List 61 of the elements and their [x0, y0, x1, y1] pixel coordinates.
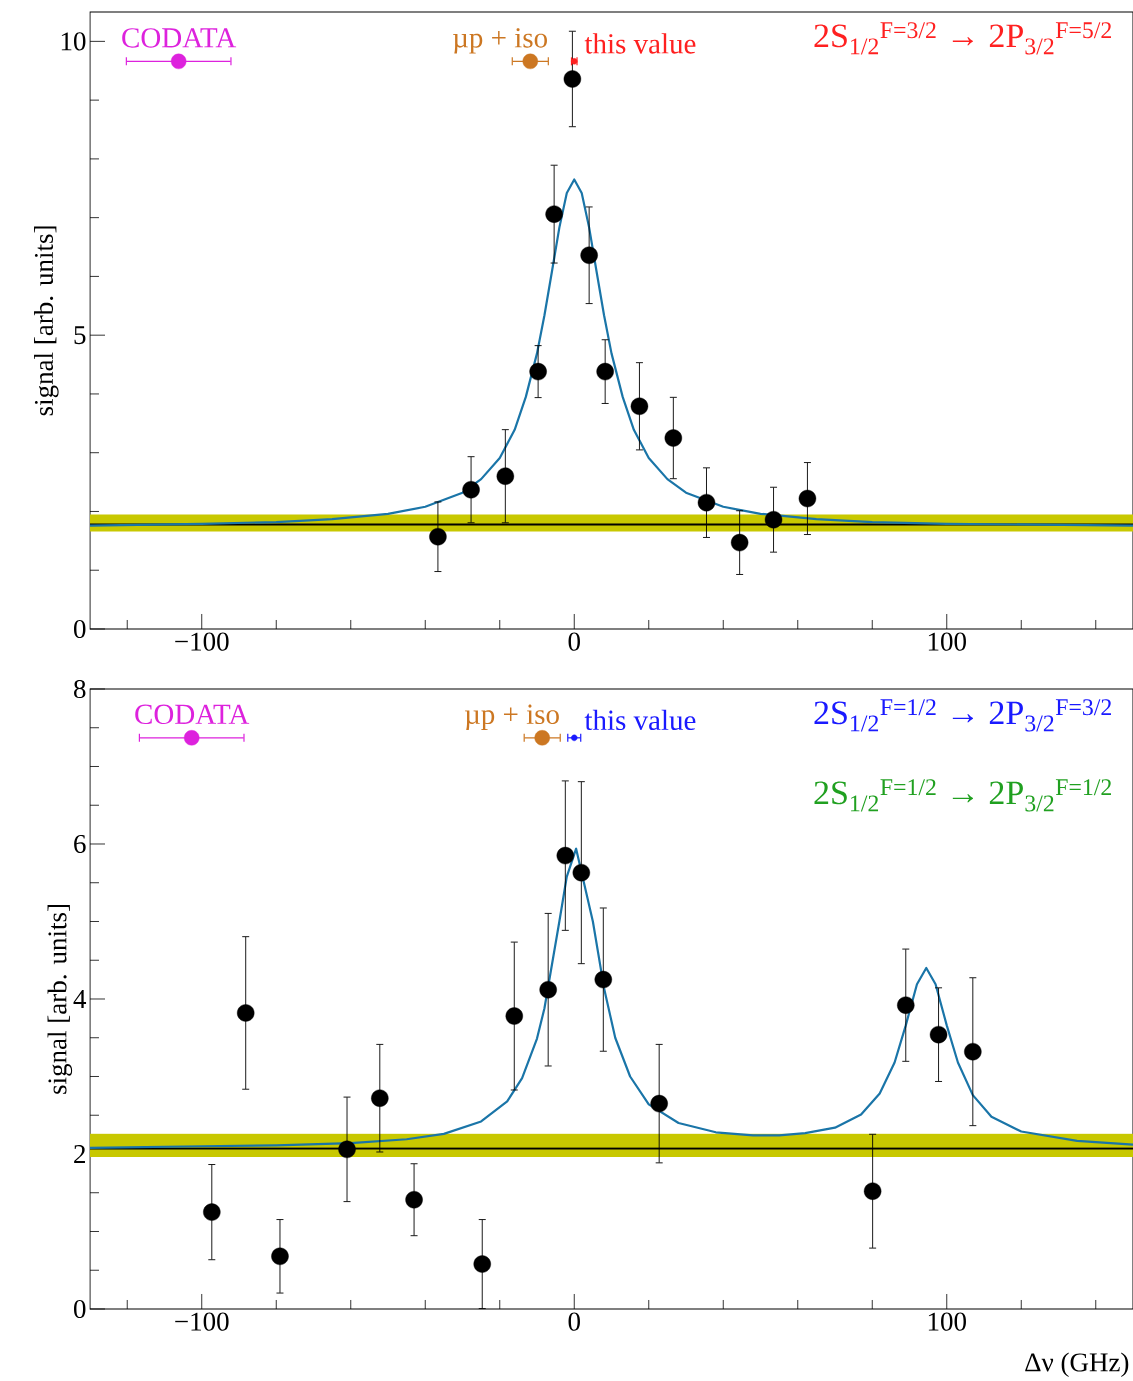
- point: [664, 429, 683, 447]
- point: [338, 1140, 356, 1159]
- point: [462, 481, 480, 499]
- point: [545, 205, 563, 223]
- x-tick-label: −100: [175, 632, 229, 651]
- point: [271, 1247, 289, 1265]
- point: [730, 533, 749, 552]
- x-tick-label: 0: [568, 632, 580, 651]
- point: [371, 1089, 389, 1107]
- series-label: this value: [584, 33, 696, 54]
- point: [556, 846, 575, 865]
- point: [203, 1203, 221, 1221]
- y-tick-label: 4: [73, 990, 87, 1008]
- point: [596, 362, 614, 381]
- y-tick-label: 8: [74, 679, 86, 699]
- point: [170, 53, 187, 70]
- point: [405, 1191, 423, 1209]
- point: [697, 493, 716, 512]
- point: [594, 970, 613, 989]
- annotation: 2S$_{1/2}$$^{F=1/2}$ → 2P$_{3/2}$F=3/2: [814, 699, 1111, 732]
- y-axis-title: signal [arb. units]: [34, 226, 59, 416]
- point: [571, 734, 578, 742]
- x-tick-label: 100: [928, 1312, 966, 1331]
- y-tick-label: 10: [61, 32, 86, 51]
- point: [529, 362, 547, 381]
- point: [630, 397, 649, 415]
- point: [237, 1004, 255, 1022]
- point: [929, 1025, 948, 1044]
- series-label: this value: [584, 709, 696, 731]
- annotation: 2S$_{1/2}$$^{F=1/2}$ → 2P$_{3/2}$F=1/2: [814, 779, 1111, 812]
- y-tick-label: 5: [74, 326, 86, 345]
- point: [534, 730, 550, 746]
- point: [496, 467, 515, 485]
- point: [650, 1094, 668, 1113]
- x-tick-label: 100: [928, 632, 966, 651]
- series-label: CODATA: [122, 28, 237, 48]
- series-label: µp + iso: [465, 704, 559, 730]
- annotation: 2S$_{1/2}$$^{F=3/2}$ → 2P$_{3/2}$F=5/2: [814, 22, 1111, 55]
- line-series: [88, 178, 1133, 527]
- point: [798, 489, 817, 508]
- point: [764, 510, 783, 529]
- point: [522, 53, 538, 70]
- x-tick-label: −100: [175, 1312, 229, 1331]
- point: [539, 981, 557, 999]
- point: [183, 730, 200, 746]
- point: [897, 996, 915, 1014]
- point: [863, 1182, 882, 1200]
- point: [473, 1255, 491, 1273]
- point: [563, 70, 582, 88]
- series-label: CODATA: [135, 704, 250, 725]
- point: [429, 528, 447, 546]
- x-axis-title: Δν (GHz): [1025, 1352, 1129, 1378]
- y-tick-label: 6: [74, 834, 86, 854]
- point: [572, 863, 591, 882]
- x-tick-label: 0: [568, 1312, 580, 1331]
- series-label: µp + iso: [453, 28, 547, 54]
- y-axis-title: signal [arb. units]: [47, 905, 73, 1094]
- point: [505, 1007, 523, 1025]
- point: [964, 1043, 982, 1061]
- point: [580, 246, 598, 264]
- y-tick-label: 2: [74, 1145, 85, 1163]
